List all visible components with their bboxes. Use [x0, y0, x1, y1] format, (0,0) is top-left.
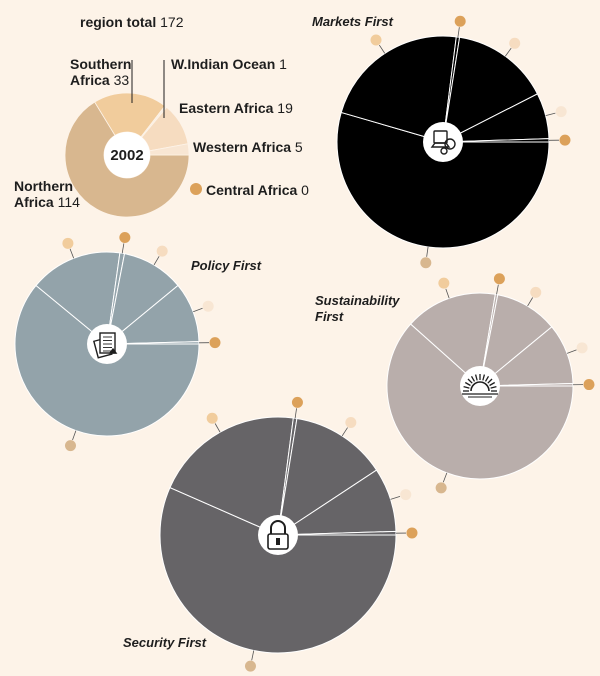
security-first-slice-southern-africa — [169, 416, 294, 536]
policy-first-title: Policy First — [191, 258, 262, 273]
markets-first-marker-dot-northern-africa — [420, 257, 432, 269]
security-first-title: Security First — [123, 635, 207, 650]
base-label-western-africa: Western Africa 5 — [193, 139, 303, 155]
computer-icon — [430, 130, 456, 155]
markets-first-marker-dot-central-africa — [559, 134, 571, 146]
policy-first-marker-dot-southern-africa — [62, 237, 74, 249]
policy-first-marker-dot-eastern-africa — [156, 245, 168, 257]
documents-icon — [92, 332, 118, 359]
policy-first-marker-tick-northern-africa — [72, 430, 77, 441]
security-first-marker-dot-western-africa — [400, 489, 412, 501]
security-first-marker-dot-w-indian-ocean — [291, 396, 303, 408]
base-year-chart: 2002 region total 172 Northern Africa 114 So… — [14, 14, 309, 218]
sustainability-first-slice-southern-africa — [409, 292, 496, 387]
sustainability-first-marker-tick-w-indian-ocean — [496, 284, 499, 295]
base-label-northern-africa: Northern Africa 114 — [14, 178, 80, 210]
region-total-label: region total 172 — [80, 14, 184, 30]
base-year-label: 2002 — [110, 147, 143, 164]
base-label-eastern-africa: Eastern Africa 19 — [179, 100, 293, 116]
sustainability-first-marker-dot-western-africa — [576, 342, 588, 354]
markets-first-marker-dot-eastern-africa — [509, 37, 521, 49]
markets-first-marker-dot-w-indian-ocean — [454, 15, 466, 27]
security-first-marker-dot-southern-africa — [206, 412, 218, 424]
markets-first-chart: Markets First — [312, 14, 571, 269]
sustainability-first-marker-dot-eastern-africa — [530, 286, 542, 298]
security-first-marker-dot-northern-africa — [244, 660, 256, 672]
policy-first-marker-tick-western-africa — [193, 307, 203, 313]
markets-first-marker-dot-southern-africa — [370, 34, 382, 46]
security-first-marker-tick-southern-africa — [214, 423, 221, 433]
base-donut-hole — [104, 132, 150, 178]
security-first-marker-tick-northern-africa — [251, 650, 255, 661]
markets-first-icon-badge — [423, 122, 463, 162]
sustainability-first-marker-tick-northern-africa — [442, 472, 448, 483]
sustainability-first-marker-tick-western-africa — [566, 349, 577, 354]
sustainability-first-title: Sustainability First — [315, 293, 400, 324]
policy-first-marker-dot-western-africa — [202, 300, 214, 312]
policy-first-marker-dot-w-indian-ocean — [119, 231, 131, 243]
markets-first-title: Markets First — [312, 14, 394, 29]
sustainability-first-marker-dot-northern-africa — [435, 482, 447, 494]
markets-first-marker-dot-western-africa — [555, 106, 567, 118]
base-label-central-africa: Central Africa 0 — [206, 182, 309, 198]
security-first-marker-tick-western-africa — [390, 495, 401, 500]
sustainability-first-icon-badge — [460, 366, 500, 406]
security-first-slice-eastern-africa — [277, 417, 378, 537]
policy-first-marker-tick-eastern-africa — [153, 256, 160, 266]
central-africa-dot — [190, 183, 202, 195]
security-first-marker-dot-central-africa — [406, 527, 418, 539]
security-first-marker-tick-eastern-africa — [341, 427, 348, 437]
policy-first-marker-dot-central-africa — [209, 337, 221, 349]
markets-first-marker-tick-western-africa — [545, 112, 556, 117]
sustainability-first-marker-dot-central-africa — [583, 379, 595, 391]
base-label-w-indian-ocean: W.Indian Ocean 1 — [171, 56, 287, 72]
markets-first-marker-tick-southern-africa — [378, 44, 386, 54]
sustainability-first-slice-central-africa — [479, 383, 574, 387]
policy-first-marker-dot-northern-africa — [64, 440, 76, 452]
security-first-slice-northern-africa — [159, 486, 397, 654]
sunrise-icon — [462, 374, 498, 398]
sustainability-first-marker-dot-w-indian-ocean — [493, 273, 505, 285]
sustainability-first-marker-tick-eastern-africa — [527, 297, 534, 307]
sustainability-first-chart: Sustainability First — [315, 273, 595, 494]
policy-first-chart: Policy First — [14, 231, 262, 452]
markets-first-slice-southern-africa — [340, 35, 457, 143]
markets-first-marker-tick-w-indian-ocean — [457, 27, 460, 38]
policy-first-slice-southern-africa — [35, 251, 121, 345]
policy-first-marker-tick-w-indian-ocean — [121, 243, 125, 254]
base-label-southern-africa: Southern Africa 33 — [70, 56, 131, 88]
markets-first-marker-tick-northern-africa — [426, 246, 429, 257]
markets-first-slice-northern-africa — [336, 111, 550, 249]
sustainability-first-marker-tick-southern-africa — [445, 288, 450, 299]
security-first-marker-tick-w-indian-ocean — [294, 408, 297, 419]
padlock-icon — [267, 520, 289, 550]
policy-first-marker-tick-southern-africa — [69, 248, 75, 259]
security-first-marker-dot-eastern-africa — [345, 417, 357, 429]
sustainability-first-marker-dot-southern-africa — [438, 277, 450, 289]
markets-first-marker-tick-eastern-africa — [504, 47, 512, 57]
security-first-chart: Security First — [123, 396, 418, 672]
